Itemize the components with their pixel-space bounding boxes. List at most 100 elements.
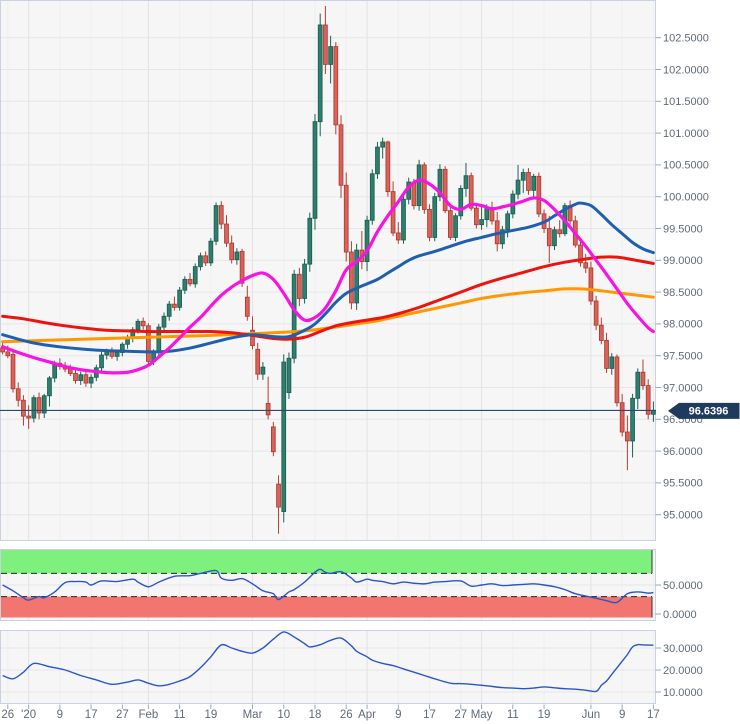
price-axis-label: 95.5000: [663, 478, 703, 490]
candle-down: [239, 250, 245, 284]
candle-down: [172, 303, 177, 308]
x-axis-label: Feb: [138, 709, 158, 721]
candle-down: [244, 296, 250, 317]
candle-up: [328, 46, 333, 65]
x-axis: 26 '20 9 17 27 Feb 11 19 Mar 10 18 26 Apr 9 17 27 May 11 1…: [1, 704, 660, 721]
candle-up: [31, 397, 37, 419]
x-axis-label: 11: [507, 709, 519, 721]
x-axis-label: 26: [340, 709, 353, 721]
candle-down: [67, 368, 73, 374]
candle-down: [333, 46, 339, 126]
candle-up: [463, 175, 469, 189]
candle-down: [224, 223, 229, 244]
x-axis-label: 27: [116, 709, 129, 721]
x-axis-label: 27: [454, 709, 467, 721]
candle-up: [552, 229, 557, 247]
x-axis-label: Mar: [243, 709, 263, 721]
rsi-axis-label: 50.0000: [663, 580, 703, 592]
candle-up: [213, 205, 219, 242]
price-axis-label: 97.0000: [663, 382, 703, 394]
candle-down: [83, 374, 89, 384]
vertical-gridlines: [7, 1, 654, 703]
candle-up: [380, 141, 386, 148]
candle-down: [255, 348, 261, 375]
candle-down: [15, 388, 21, 401]
x-axis-label: 17: [423, 709, 436, 721]
x-axis-label: 19: [204, 709, 217, 721]
price-axis-label: 99.0000: [663, 255, 703, 267]
candle-up: [479, 219, 484, 226]
candle-down: [546, 228, 552, 247]
candle-up: [401, 198, 406, 241]
candle-down: [598, 324, 604, 341]
candle-down: [588, 267, 594, 302]
candle-up: [286, 357, 292, 394]
candle-down: [427, 208, 432, 238]
candles: [0, 5, 656, 534]
x-axis-label: 9: [619, 709, 625, 721]
candle-up: [437, 168, 443, 198]
candle-up: [432, 196, 438, 238]
candle-up: [281, 361, 287, 512]
candle-down: [323, 24, 328, 65]
candle-down: [349, 251, 354, 304]
candle-down: [229, 242, 235, 261]
candle-up: [99, 354, 104, 369]
candle-down: [468, 175, 474, 209]
candle-up: [177, 289, 182, 308]
adx-axis-label: 20.0000: [663, 665, 703, 677]
candle-down: [343, 184, 349, 253]
candle-up: [307, 217, 313, 265]
candle-down: [338, 124, 344, 186]
candle-down: [421, 164, 427, 210]
candle-down: [557, 229, 563, 235]
price-gridlines-and-labels: 102.5000 102.0000 101.5000 101.0000 100.5000…: [1, 33, 709, 522]
candle-down: [614, 356, 620, 404]
ma-blue: [1, 201, 655, 354]
candle-up: [500, 229, 505, 245]
candle-up: [47, 377, 52, 397]
candle-up: [234, 251, 240, 261]
candle-down: [645, 385, 651, 415]
candle-down: [36, 397, 42, 414]
candle-down: [640, 371, 646, 387]
candle-up: [458, 187, 464, 217]
candle-up: [453, 215, 458, 238]
x-axis-label: 18: [309, 709, 322, 721]
x-axis-label: 17: [647, 709, 660, 721]
candle-up: [198, 255, 203, 268]
price-axis-label: 102.0000: [663, 64, 709, 76]
candle-down: [526, 172, 531, 191]
x-axis-label: 9: [57, 709, 63, 721]
x-axis-label: 17: [85, 709, 98, 721]
candle-up: [364, 219, 370, 263]
candle-up: [369, 173, 375, 221]
rsi-axis-label: 0.0000: [663, 609, 697, 621]
price-axis-label: 98.0000: [663, 319, 703, 331]
candle-up: [260, 366, 266, 375]
candle-down: [187, 278, 193, 285]
candle-up: [291, 273, 297, 359]
price-axis-label: 101.0000: [663, 128, 709, 140]
x-axis-label: Jun: [582, 709, 601, 721]
candle-up: [41, 395, 47, 414]
candle-down: [250, 329, 255, 346]
candle-up: [88, 376, 94, 384]
x-axis-label: Apr: [358, 709, 376, 721]
candle-down: [218, 205, 224, 225]
candle-down: [593, 300, 599, 326]
price-axis-label: 97.5000: [663, 351, 703, 363]
candle-up: [135, 320, 141, 331]
candle-down: [474, 207, 479, 226]
candle-down: [146, 325, 151, 362]
candle-up: [354, 249, 359, 304]
candle-down: [395, 232, 401, 241]
adx-panel[interactable]: [0, 630, 656, 704]
price-axis-label: 100.5000: [663, 160, 709, 172]
candle-up: [416, 164, 422, 207]
candle-up: [114, 352, 120, 357]
price-axis-label: 98.5000: [663, 287, 703, 299]
main-chart-panel[interactable]: [0, 0, 656, 541]
candle-down: [385, 141, 391, 193]
